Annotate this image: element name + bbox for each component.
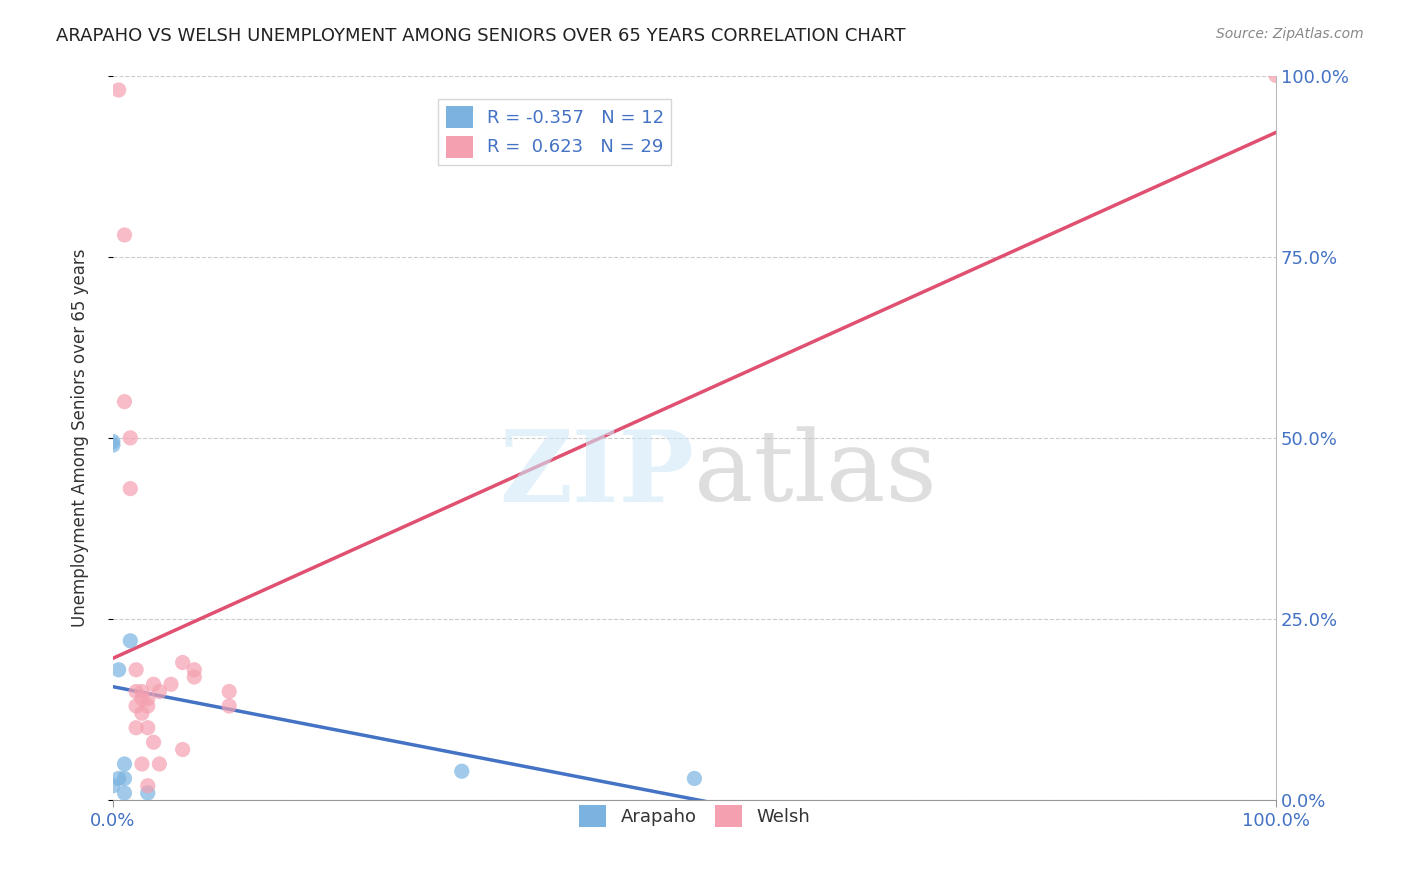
Point <box>107 772 129 786</box>
Point <box>125 684 148 698</box>
Text: atlas: atlas <box>695 426 938 522</box>
Point <box>450 764 472 779</box>
Text: Source: ZipAtlas.com: Source: ZipAtlas.com <box>1216 27 1364 41</box>
Point <box>183 663 205 677</box>
Point <box>125 698 148 713</box>
Point <box>131 691 153 706</box>
Point <box>131 706 153 721</box>
Point <box>114 394 136 409</box>
Point <box>142 735 165 749</box>
Point <box>107 83 129 97</box>
Point <box>114 227 136 242</box>
Legend: Arapaho, Welsh: Arapaho, Welsh <box>572 798 817 835</box>
Point <box>172 656 194 670</box>
Text: ARAPAHO VS WELSH UNEMPLOYMENT AMONG SENIORS OVER 65 YEARS CORRELATION CHART: ARAPAHO VS WELSH UNEMPLOYMENT AMONG SENI… <box>56 27 905 45</box>
Point <box>114 756 136 771</box>
Point <box>183 670 205 684</box>
Point <box>160 677 183 691</box>
Point <box>101 438 124 452</box>
Point <box>218 684 240 698</box>
Point <box>107 663 129 677</box>
Point <box>683 772 706 786</box>
Point <box>136 698 159 713</box>
Point <box>131 684 153 698</box>
Point <box>131 756 153 771</box>
Point <box>114 786 136 800</box>
Text: ZIP: ZIP <box>499 425 695 523</box>
Point <box>136 786 159 800</box>
Point <box>136 691 159 706</box>
Point <box>136 779 159 793</box>
Point <box>101 434 124 449</box>
Point <box>120 633 142 648</box>
Point <box>120 482 142 496</box>
Point <box>148 756 170 771</box>
Point <box>120 431 142 445</box>
Point <box>125 721 148 735</box>
Point <box>1265 69 1288 83</box>
Y-axis label: Unemployment Among Seniors over 65 years: Unemployment Among Seniors over 65 years <box>72 249 89 627</box>
Point <box>172 742 194 756</box>
Point <box>218 698 240 713</box>
Point <box>101 779 124 793</box>
Point <box>148 684 170 698</box>
Point <box>114 772 136 786</box>
Point <box>142 677 165 691</box>
Point <box>136 721 159 735</box>
Point <box>125 663 148 677</box>
